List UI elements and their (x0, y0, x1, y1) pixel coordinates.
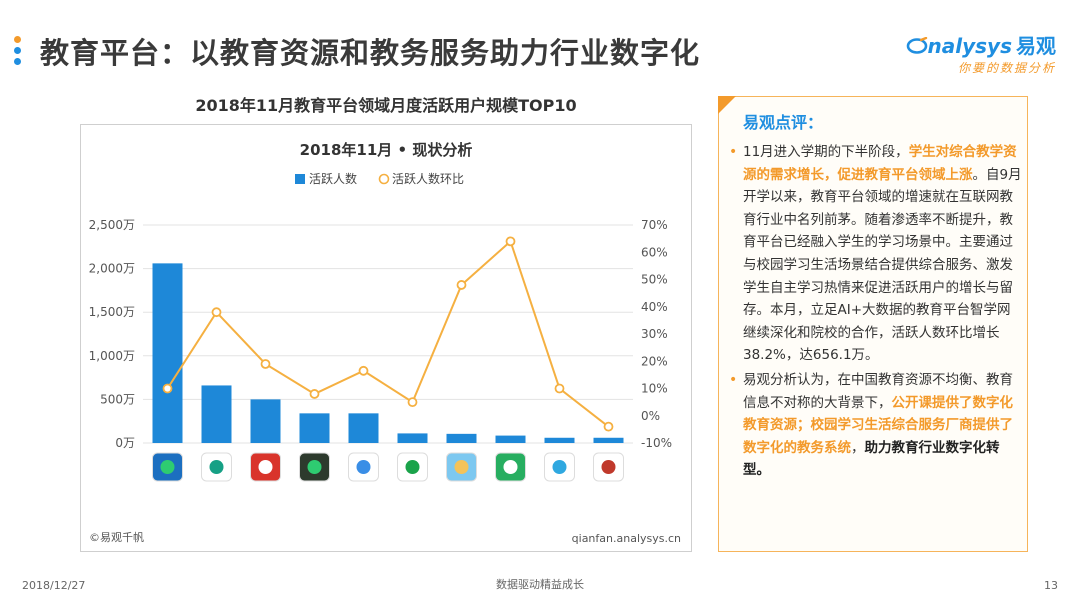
bar-8 (495, 435, 526, 443)
brand-name-latin: nalysys (927, 34, 1012, 58)
footer-slogan: 数据驱动精益成长 (496, 578, 584, 591)
bar-2 (201, 385, 232, 443)
footer-date: 2018/12/27 (22, 579, 86, 592)
y-left-tick-label: 1,500万 (89, 305, 135, 319)
analysys-logo-icon (906, 36, 927, 54)
chart-heading: 2018年11月教育平台领域月度活跃用户规模TOP10 (195, 96, 577, 115)
comment-highlight: 公开课提供了数字化教育资源；校园学习生活综合服务厂商提供了数字化的教务系统 (743, 394, 1013, 456)
bar-5 (348, 413, 379, 443)
bar-9 (544, 437, 575, 443)
chart-source-right: qianfan.analysys.cn (571, 532, 681, 545)
brand-name: nalysys 易观 (906, 30, 1056, 59)
line-point-7 (456, 280, 467, 290)
line-point-4 (309, 389, 320, 399)
chart-container: 2018年11月 • 现状分析活跃人数 活跃人数环比 0万 500万 1,000万 1,5… (80, 124, 692, 552)
comment-text: 易观分析认为，在中国教育资源不均衡、教育信息不对称的大背景下， (743, 371, 1013, 411)
y-left-tick-label: 2,500万 (89, 218, 135, 232)
comment-bullet-1: 11月进入学期的下半阶段，学生对综合教学资源的需求增长，促进教育平台领域上涨。自… (727, 141, 1023, 367)
y-right-tick-label: 50% (641, 273, 668, 287)
y-right-tick-label: -10% (641, 436, 672, 450)
y-left-tick-label: 1,000万 (89, 349, 135, 363)
app-icon-8-glyph (503, 460, 518, 474)
legend-line-swatch (378, 173, 390, 185)
app-icon-1-glyph (160, 460, 175, 474)
y-left-tick-label: 500万 (100, 392, 135, 406)
comment-highlight: 学生对综合教学资源的需求增长，促进教育平台领域上涨 (743, 144, 1017, 183)
brand-slogan: 你要的数据分析 (957, 61, 1056, 75)
line-point-5 (358, 365, 369, 376)
brand-logo: nalysys 易观 你要的数据分析 (906, 30, 1056, 76)
line-point-2 (211, 307, 222, 318)
app-icon-4-glyph (307, 460, 322, 474)
comment-text: 。自9月开学以来，教育平台领域的增速就在互联网教育行业中名列前茅。随着渗透率不断… (743, 166, 1022, 364)
app-icon-2-glyph (209, 460, 224, 474)
y-right-tick-label: 10% (641, 382, 668, 396)
line-point-6 (407, 397, 418, 408)
bar-3 (250, 399, 281, 443)
y-right-tick-label: 0% (641, 409, 660, 423)
app-icon-5-glyph (356, 460, 371, 474)
comment-bullet-2: 易观分析认为，在中国教育资源不均衡、教育信息不对称的大背景下，公开课提供了数字化… (727, 369, 1023, 482)
comment-conclusion: 助力教育行业数字化转型。 (743, 439, 1000, 479)
legend-bar-swatch (295, 174, 305, 184)
bar-4 (299, 413, 330, 443)
comment-text: ， (851, 439, 865, 456)
line-point-8 (505, 236, 516, 247)
app-icon-10-glyph (601, 460, 616, 474)
bar-1 (152, 263, 183, 443)
line-point-1 (162, 383, 173, 394)
app-icon-3-glyph (258, 460, 273, 474)
chart-title: 2018年11月 • 现状分析 (300, 141, 473, 159)
bar-10 (593, 437, 624, 443)
page-title: 教育平台：以教育资源和教务服务助力行业数字化 (40, 36, 701, 70)
comment-body: 11月进入学期的下半阶段，学生对综合教学资源的需求增长，促进教育平台领域上涨。自… (727, 141, 1023, 484)
y-right-tick-label: 30% (641, 327, 668, 341)
title-dot (14, 36, 21, 43)
title-decoration (14, 36, 24, 69)
legend-bar-label: 活跃人数 (309, 171, 357, 186)
brand-name-cn: 易观 (1016, 34, 1056, 58)
line-point-9 (554, 383, 565, 394)
page-number: 13 (1044, 579, 1058, 592)
y-right-tick-label: 40% (641, 300, 668, 314)
comment-panel: 易观点评： 11月进入学期的下半阶段，学生对综合教学资源的需求增长，促进教育平台… (718, 96, 1028, 552)
title-dot (14, 58, 21, 65)
bar-7 (446, 433, 477, 443)
y-right-tick-label: 70% (641, 218, 668, 232)
bar-6 (397, 433, 428, 443)
legend-line-label: 活跃人数环比 (392, 171, 464, 186)
y-right-tick-label: 20% (641, 354, 668, 368)
corner-decoration (718, 96, 736, 114)
comment-text: 11月进入学期的下半阶段， (743, 144, 909, 160)
chart-source-left: ©易观千帆 (89, 531, 144, 544)
title-dot (14, 47, 21, 54)
line-point-10 (603, 421, 614, 432)
comment-title: 易观点评： (743, 113, 824, 132)
y-left-tick-label: 0万 (115, 436, 135, 450)
app-icon-9-glyph (552, 460, 567, 474)
app-icon-7-glyph (454, 460, 469, 474)
line-point-3 (260, 359, 271, 369)
y-right-tick-label: 60% (641, 245, 668, 259)
y-left-tick-label: 2,000万 (89, 262, 135, 276)
app-icon-6-glyph (405, 460, 420, 474)
series-line (166, 239, 610, 428)
